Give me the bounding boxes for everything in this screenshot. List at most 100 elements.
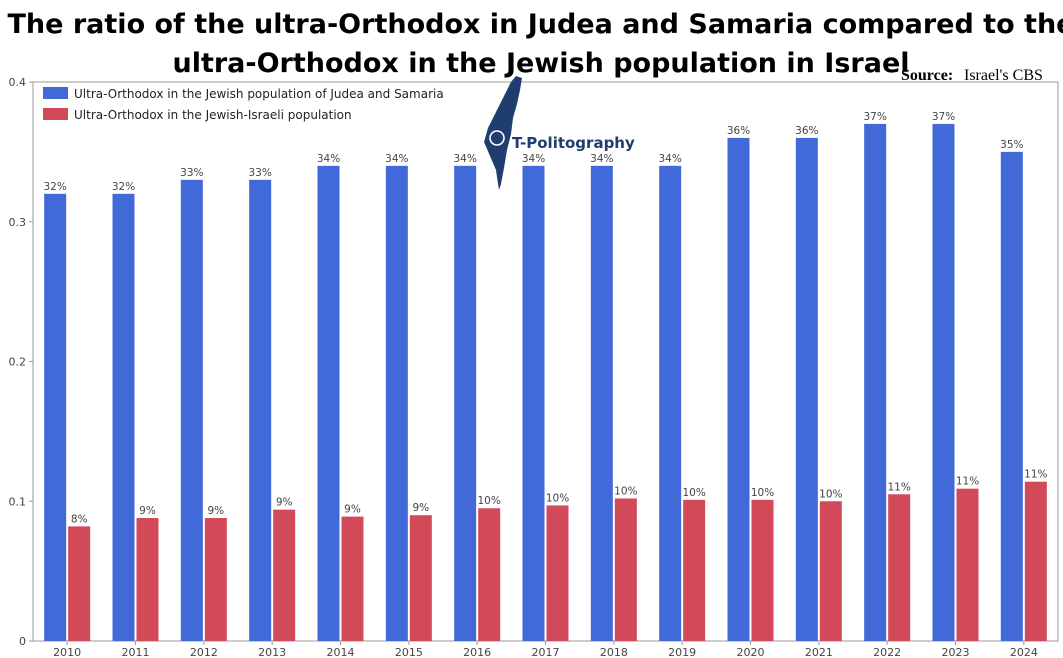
data-label-series-2-2013: 9%: [276, 497, 293, 509]
data-label-series-1-2010: 32%: [43, 181, 66, 193]
logo-text: T-Politography: [512, 134, 635, 152]
data-label-series-2-2011: 9%: [139, 505, 156, 517]
source-label: Source:: [901, 67, 953, 84]
x-tick-label-2010: 2010: [53, 646, 81, 658]
data-label-series-1-2016: 34%: [453, 153, 476, 165]
legend-label-series-2: Ultra-Orthodox in the Jewish-Israeli pop…: [74, 108, 352, 122]
data-label-series-2-2016: 10%: [477, 495, 500, 507]
data-label-series-2-2022: 11%: [887, 481, 910, 493]
x-tick-label-2013: 2013: [258, 646, 286, 658]
bar-series-2-2022: [888, 494, 911, 641]
bar-series-1-2017: [522, 165, 545, 641]
data-label-series-1-2023: 37%: [932, 111, 955, 123]
data-label-series-2-2023: 11%: [956, 476, 979, 488]
data-label-series-1-2020: 36%: [727, 125, 750, 137]
y-tick-label: 0.4: [9, 76, 27, 89]
x-tick-label-2021: 2021: [805, 646, 833, 658]
bar-series-2-2018: [614, 498, 637, 641]
x-tick-label-2018: 2018: [600, 646, 628, 658]
y-tick-label: 0.2: [9, 356, 27, 369]
israel-map-icon: [484, 76, 522, 190]
data-label-series-2-2014: 9%: [344, 504, 361, 516]
bar-series-2-2021: [819, 501, 842, 641]
data-label-series-2-2012: 9%: [207, 505, 224, 517]
data-label-series-2-2010: 8%: [71, 513, 88, 525]
data-label-series-1-2013: 33%: [248, 167, 271, 179]
legend: Ultra-Orthodox in the Jewish population …: [43, 87, 444, 122]
data-label-series-1-2012: 33%: [180, 167, 203, 179]
bar-series-1-2015: [385, 165, 408, 641]
x-tick-label-2022: 2022: [873, 646, 901, 658]
title: The ratio of the ultra-Orthodox in Judea…: [8, 9, 1063, 79]
bar-series-2-2012: [204, 518, 227, 641]
bar-series-2-2024: [1024, 481, 1047, 641]
x-tick-label-2017: 2017: [532, 646, 560, 658]
x-tick-label-2023: 2023: [942, 646, 970, 658]
bar-series-1-2011: [112, 193, 135, 642]
bar-series-1-2010: [44, 193, 67, 642]
legend-swatch-series-2: [43, 108, 68, 120]
data-label-series-2-2021: 10%: [819, 488, 842, 500]
data-label-series-2-2018: 10%: [614, 485, 637, 497]
x-tick-label-2012: 2012: [190, 646, 218, 658]
data-label-series-1-2015: 34%: [385, 153, 408, 165]
data-label-series-1-2024: 35%: [1000, 139, 1023, 151]
bar-series-1-2024: [1000, 151, 1023, 641]
data-label-series-1-2019: 34%: [658, 153, 681, 165]
legend-label-series-1: Ultra-Orthodox in the Jewish population …: [74, 87, 444, 101]
logo: T-Politography: [484, 76, 635, 190]
bar-series-1-2013: [249, 179, 272, 641]
y-tick-label: 0.1: [9, 495, 27, 508]
chart-title-line-2: ultra-Orthodox in the Jewish population …: [172, 48, 909, 79]
bar-series: 32% 8% 32% 9% 33% 9% 33% 9% 34% 9% 34% 9% 34% 10% 34% 1…: [43, 111, 1048, 642]
bar-series-1-2021: [795, 137, 818, 641]
bar-series-1-2022: [864, 123, 887, 642]
x-tick-label-2024: 2024: [1010, 646, 1038, 658]
source-note: Source: Israel's CBS: [901, 67, 1043, 84]
bar-series-2-2011: [136, 518, 159, 641]
bar-series-2-2020: [751, 499, 774, 641]
bar-series-2-2017: [546, 505, 569, 641]
bar-series-2-2014: [341, 516, 364, 641]
bar-series-2-2013: [273, 509, 296, 641]
bar-series-2-2010: [68, 526, 91, 641]
y-tick-label: 0: [19, 635, 26, 648]
x-tick-label-2011: 2011: [122, 646, 150, 658]
source-value: Israel's CBS: [964, 67, 1043, 84]
data-label-series-2-2019: 10%: [682, 487, 705, 499]
data-label-series-2-2017: 10%: [546, 492, 569, 504]
bar-series-2-2019: [683, 499, 706, 641]
data-label-series-2-2020: 10%: [751, 487, 774, 499]
x-tick-label-2016: 2016: [463, 646, 491, 658]
bar-series-1-2018: [590, 165, 613, 641]
bar-series-1-2023: [932, 123, 955, 642]
y-tick-label: 0.3: [9, 216, 27, 229]
y-axis: 0 0.1 0.2 0.3 0.4: [9, 76, 33, 648]
logo-emblem-icon: [489, 130, 505, 146]
legend-swatch-series-1: [43, 87, 68, 99]
data-label-series-2-2024: 11%: [1024, 469, 1047, 481]
data-label-series-2-2015: 9%: [412, 502, 429, 514]
data-label-series-1-2018: 34%: [590, 153, 613, 165]
chart-title-line-1: The ratio of the ultra-Orthodox in Judea…: [8, 9, 1063, 40]
bar-series-2-2016: [478, 508, 501, 641]
bar-series-1-2020: [727, 137, 750, 641]
bar-series-1-2012: [180, 179, 203, 641]
data-label-series-1-2017: 34%: [522, 153, 545, 165]
data-label-series-1-2011: 32%: [112, 181, 135, 193]
data-label-series-1-2022: 37%: [863, 111, 886, 123]
x-tick-label-2020: 2020: [737, 646, 765, 658]
data-label-series-1-2014: 34%: [317, 153, 340, 165]
bar-series-1-2014: [317, 165, 340, 641]
x-axis: 2010 2011 2012 2013 2014 2015 2016 2017 2018 2019…: [53, 641, 1038, 658]
bar-series-2-2023: [956, 488, 979, 641]
data-label-series-1-2021: 36%: [795, 125, 818, 137]
bar-series-1-2016: [454, 165, 477, 641]
x-tick-label-2015: 2015: [395, 646, 423, 658]
x-tick-label-2019: 2019: [668, 646, 696, 658]
bar-series-1-2019: [659, 165, 682, 641]
bar-series-2-2015: [409, 515, 432, 641]
x-tick-label-2014: 2014: [327, 646, 355, 658]
